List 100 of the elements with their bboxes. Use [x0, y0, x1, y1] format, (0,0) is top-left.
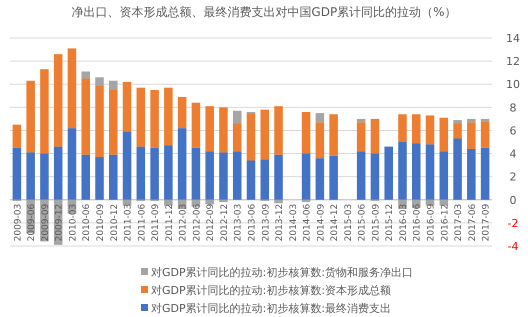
- bar: [453, 120, 462, 124]
- x-tick-label: 2010-06: [82, 204, 92, 242]
- x-tick-label: 2010-09: [96, 204, 106, 242]
- bar: [95, 85, 104, 158]
- bar: [412, 114, 421, 144]
- bar: [316, 158, 324, 200]
- y-tick-label: 0: [510, 194, 516, 207]
- bar: [136, 88, 146, 147]
- legend-label: 对GDP累计同比的拉动:初步核算数:最终消费支出: [151, 302, 392, 315]
- bar: [192, 148, 200, 200]
- bar: [95, 157, 104, 200]
- x-tick-label: 2014-09: [316, 204, 326, 242]
- bar: [316, 122, 324, 158]
- x-tick-label: 2017-09: [482, 204, 492, 242]
- x-tick-label: 2015-09: [371, 204, 382, 242]
- bar: [398, 142, 407, 200]
- bar: [81, 154, 90, 200]
- x-tick-label: 2015-03: [344, 204, 354, 242]
- y-tick-label: 14: [506, 32, 520, 45]
- x-tick-label: 2009-12: [54, 204, 65, 242]
- x-tick-label: 2016-03: [398, 204, 409, 242]
- bar: [480, 121, 490, 148]
- bar: [68, 48, 76, 128]
- x-tick-label: 2010-12: [110, 204, 120, 242]
- bar: [370, 154, 380, 200]
- bar: [219, 152, 228, 200]
- bar: [246, 160, 256, 200]
- x-tick-label: 2012-12: [220, 204, 230, 242]
- x-tick-label: 2014-06: [302, 204, 313, 242]
- bar: [68, 128, 76, 200]
- bar: [453, 138, 462, 200]
- x-tick-label: 2014-12: [330, 204, 340, 242]
- bar: [40, 69, 49, 154]
- y-tick-label: 2: [510, 170, 516, 184]
- bar: [398, 114, 407, 142]
- bar: [109, 80, 118, 90]
- x-tick-label: 2012-03: [178, 204, 189, 242]
- y-tick-label: 10: [506, 78, 520, 92]
- bar: [440, 151, 448, 200]
- bar: [192, 102, 200, 148]
- bar: [150, 90, 159, 148]
- x-tick-label: 2009-09: [40, 204, 51, 242]
- bar: [26, 152, 35, 200]
- y-tick-label: 8: [510, 101, 516, 114]
- x-tick-label: 2014-03: [288, 204, 299, 242]
- bar: [178, 128, 186, 200]
- bar: [302, 154, 310, 200]
- bar: [40, 154, 49, 200]
- x-tick-label: 2017-06: [468, 204, 478, 242]
- x-tick-label: 2013-03: [234, 204, 244, 242]
- legend-label: 对GDP累计同比的拉动:初步核算数:资本形成总额: [151, 284, 392, 297]
- x-tick-label: 2011-09: [151, 204, 162, 242]
- x-tick-label: 2013-09: [261, 204, 272, 242]
- y-tick-label: -2: [508, 216, 518, 230]
- bar: [164, 145, 173, 200]
- bar: [260, 159, 270, 200]
- x-tick-label: 2013-06: [248, 204, 258, 242]
- bar: [232, 151, 242, 200]
- bar: [356, 151, 366, 200]
- bar: [453, 124, 462, 139]
- y-tick-label: 4: [510, 148, 516, 161]
- bar: [219, 107, 228, 152]
- bar: [384, 146, 393, 200]
- x-tick-label: 2015-12: [385, 204, 396, 242]
- bar: [440, 118, 448, 152]
- bar: [356, 122, 366, 152]
- bar: [136, 146, 146, 200]
- bar: [232, 124, 242, 152]
- bar: [81, 72, 90, 78]
- bar: [232, 110, 242, 124]
- bar: [329, 156, 338, 200]
- x-tick-label: 2016-09: [426, 204, 437, 242]
- legend-label: 对GDP累计同比的拉动:初步核算数:货物和服务净出口: [151, 266, 414, 279]
- bar: [205, 200, 214, 204]
- x-tick-label: 2011-12: [164, 204, 175, 242]
- x-tick-label: 2010-03: [68, 204, 78, 242]
- x-tick-label: 2015-06: [358, 204, 368, 242]
- bar: [164, 88, 173, 146]
- bar: [122, 82, 132, 132]
- bar: [316, 113, 324, 122]
- bar: [274, 154, 283, 200]
- bar: [12, 124, 22, 148]
- bar: [26, 80, 35, 152]
- bar: [426, 115, 434, 144]
- bar: [370, 118, 380, 154]
- bar: [205, 106, 214, 152]
- x-tick-label: 2012-09: [206, 204, 216, 242]
- bar: [426, 144, 434, 200]
- bar: [480, 148, 490, 200]
- y-tick-label: 6: [510, 124, 516, 138]
- x-tick-label: 2017-03: [454, 204, 464, 242]
- bar: [150, 148, 159, 200]
- x-tick-label: 2011-06: [137, 204, 148, 242]
- bar: [81, 78, 90, 155]
- bar: [467, 118, 476, 122]
- bar: [178, 96, 186, 128]
- x-tick-label: 2009-06: [27, 204, 38, 242]
- bar: [205, 151, 214, 200]
- x-tick-label: 2013-12: [275, 204, 286, 242]
- bar: [412, 143, 421, 200]
